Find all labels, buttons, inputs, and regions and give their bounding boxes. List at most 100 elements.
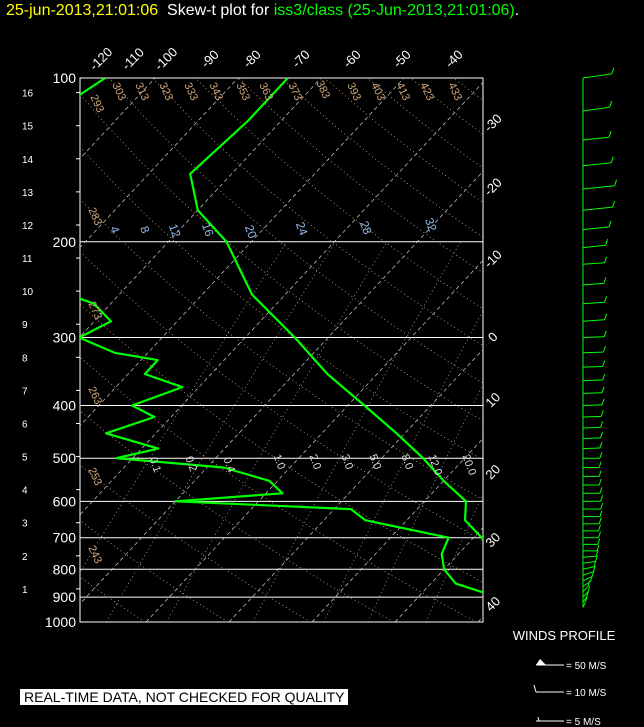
wind-barb-feather	[598, 517, 602, 524]
mixing-ratio-line	[481, 619, 483, 622]
dry-adiabat-label: 383	[313, 79, 332, 101]
height-km-label: 2	[22, 552, 28, 563]
dry-adiabat-line	[80, 464, 312, 622]
chart-labels: 1002003004005006007008009001000123456789…	[22, 44, 616, 727]
wind-barb-feather	[602, 360, 606, 367]
dry-adiabat-line	[367, 78, 483, 169]
mixing-ratio-label: 16	[199, 221, 217, 239]
isotherm-top-label: -60	[340, 47, 364, 71]
wind-barb-feather	[610, 156, 614, 163]
wind-barb-feather	[604, 296, 608, 303]
isotherm-top-label: -50	[390, 47, 414, 71]
wind-barb-feather	[600, 431, 604, 439]
mixing-ratio-line	[80, 241, 287, 573]
isotherm-group	[80, 78, 483, 622]
wind-barb-feather	[596, 544, 600, 552]
isotherm-top-label: -80	[240, 47, 264, 71]
dry-adiabat-line	[410, 78, 483, 135]
wind-barb	[582, 586, 589, 593]
isotherm-right-label: 30	[482, 529, 503, 550]
wind-barb	[582, 185, 615, 190]
wind-barb-feather	[599, 510, 603, 517]
mixing-ratio-lower-label: 1.0	[271, 453, 288, 471]
wind-legend-half-feather	[537, 716, 540, 722]
isotherm-line	[80, 170, 483, 605]
height-km-label: 9	[22, 320, 28, 331]
pressure-label: 600	[53, 493, 77, 509]
mixing-ratio-label: 8	[137, 224, 153, 235]
height-km-label: 15	[22, 122, 34, 133]
pressure-label: 1000	[45, 614, 76, 630]
temperature-trace	[189, 78, 483, 541]
isotherm-line	[80, 78, 239, 249]
dry-adiabat-line	[195, 78, 483, 310]
wind-barb-feather	[595, 555, 598, 562]
wind-barb-feather	[598, 470, 602, 477]
mixing-ratio-lower-label: 8.0	[399, 453, 416, 471]
height-km-label: 6	[22, 419, 28, 430]
mixing-ratio-label: 20	[242, 223, 260, 241]
mixing-ratio-lower-label: 20.0	[460, 453, 479, 477]
winds-profile-title: WINDS PROFILE	[513, 628, 616, 643]
dry-adiabat-line	[80, 198, 483, 501]
height-km-label: 7	[22, 386, 28, 397]
mixing-ratio-lower-label: 0.2	[183, 455, 200, 473]
wind-barb	[582, 226, 610, 231]
wind-barb	[582, 336, 605, 339]
wind-barb	[582, 262, 605, 265]
wind-barb	[582, 136, 610, 141]
dry-adiabat-label: 343	[206, 81, 225, 103]
wind-barb	[582, 351, 604, 354]
isotherm-top-label: -100	[151, 44, 180, 73]
quality-banner: REAL-TIME DATA, NOT CHECKED FOR QUALITY	[20, 689, 349, 705]
dry-adiabat-label: 333	[181, 81, 200, 103]
isotherm-top-label: -90	[198, 47, 222, 71]
height-km-label: 16	[22, 89, 34, 100]
height-km-label: 14	[22, 155, 34, 166]
wind-barb	[582, 591, 589, 598]
height-km-label: 5	[22, 453, 28, 464]
dry-adiabat-line	[496, 78, 644, 622]
dry-adiabat-label: 253	[85, 466, 104, 488]
dry-adiabat-label: 303	[109, 81, 128, 103]
dry-adiabat-line	[80, 356, 477, 622]
wind-barb	[582, 404, 603, 407]
wind-barb-feather	[601, 398, 605, 406]
pressure-label: 200	[53, 234, 77, 250]
wind-barb-feather	[611, 67, 615, 75]
dry-adiabat-label: 283	[85, 206, 104, 228]
isotherm-line	[80, 81, 483, 516]
pressure-label: 400	[53, 398, 77, 414]
dry-adiabat-label: 243	[85, 544, 104, 566]
dry-adiabat-line	[80, 146, 483, 461]
wind-barb	[582, 555, 597, 558]
wind-barb-feather	[608, 220, 612, 228]
mixing-ratio-lower-label: 0.4	[221, 456, 238, 474]
height-km-label: 13	[22, 188, 34, 199]
height-km-label: 4	[22, 486, 28, 497]
wind-barb	[582, 282, 604, 286]
isotherm-line	[394, 527, 483, 622]
dry-adiabat-line	[152, 78, 483, 347]
pressure-label: 700	[53, 530, 77, 546]
winds-profile	[533, 67, 618, 722]
wind-barb-feather	[603, 330, 607, 337]
isotherm-top-label: -120	[86, 44, 115, 73]
wind-barb	[582, 415, 602, 418]
isotherm-right-label: -10	[481, 247, 505, 271]
dry-adiabat-line	[109, 78, 483, 384]
wind-barb-feather	[614, 179, 618, 186]
wind-barb-feather	[589, 575, 593, 582]
wind-barb-feather	[598, 531, 601, 538]
dry-adiabat-line	[281, 78, 483, 238]
wind-barb	[582, 392, 603, 394]
isotherm-top-label: -110	[119, 45, 147, 73]
wind-barb-feather	[585, 591, 589, 598]
mixing-ratio-label: 24	[293, 220, 311, 238]
wind-barb-feather	[587, 580, 591, 587]
dry-adiabat-label: 263	[85, 385, 104, 407]
mixing-ratio-label: 28	[357, 219, 375, 237]
wind-barb-feather	[608, 131, 612, 138]
mixing-ratio-label: 12	[166, 222, 184, 240]
wind-barb-feather	[599, 441, 603, 449]
